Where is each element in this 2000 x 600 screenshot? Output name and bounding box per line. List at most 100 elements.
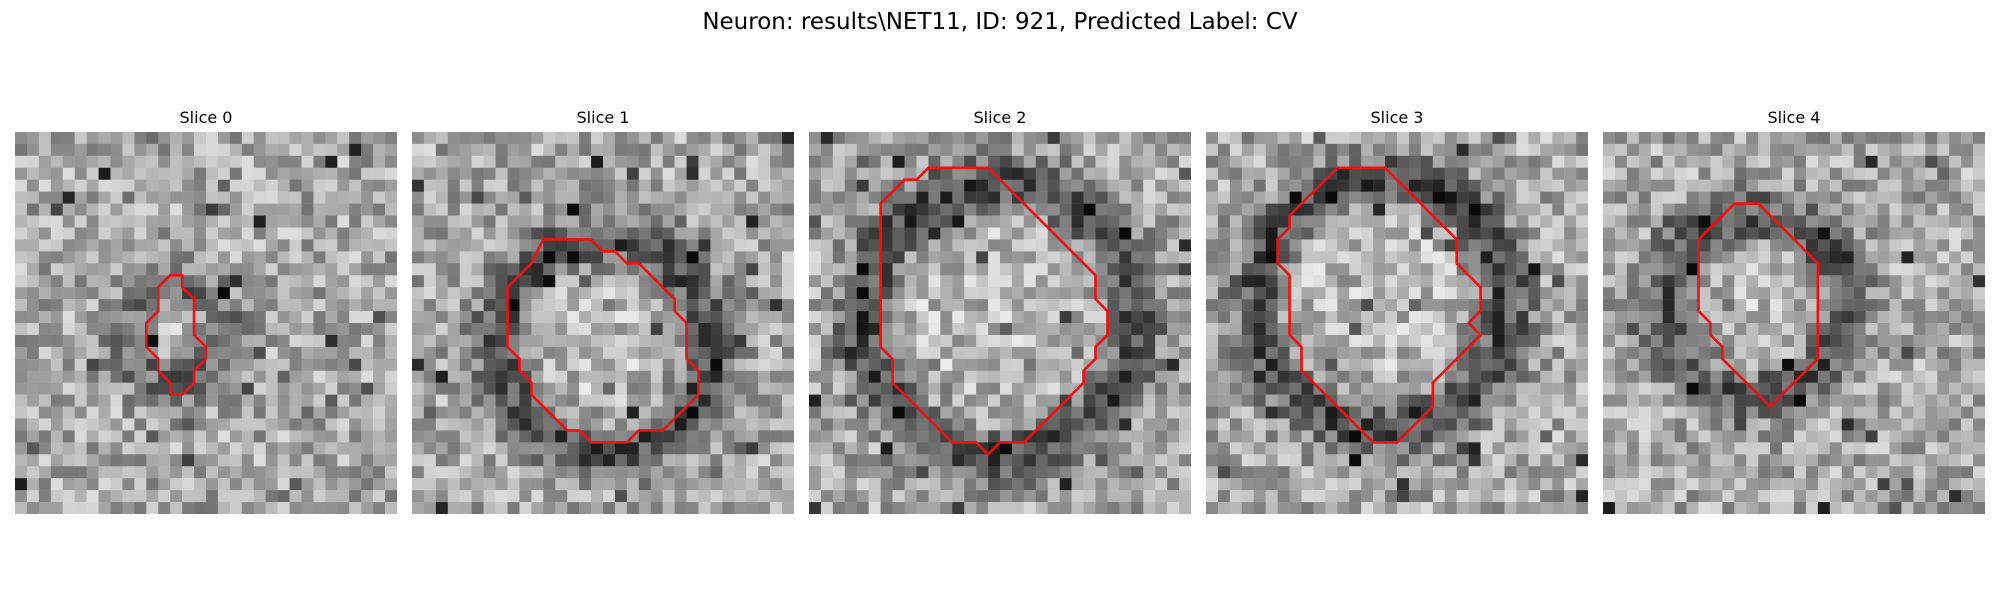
image-pixel xyxy=(964,478,977,491)
image-pixel xyxy=(1805,299,1819,312)
image-pixel xyxy=(15,167,28,180)
image-pixel xyxy=(98,143,111,157)
image-pixel xyxy=(1829,227,1842,240)
image-pixel xyxy=(567,155,580,169)
image-pixel xyxy=(1540,430,1553,443)
image-pixel xyxy=(1155,502,1168,514)
image-pixel xyxy=(337,143,350,157)
image-pixel xyxy=(50,323,63,336)
image-pixel xyxy=(1337,167,1350,180)
image-pixel xyxy=(1492,346,1505,360)
image-pixel xyxy=(734,370,747,383)
image-pixel xyxy=(662,346,675,360)
image-pixel xyxy=(844,179,857,192)
image-pixel xyxy=(1253,227,1266,240)
image-pixel xyxy=(86,203,99,216)
image-pixel xyxy=(1313,346,1326,360)
image-pixel xyxy=(686,490,699,503)
image-pixel xyxy=(277,430,290,443)
image-pixel xyxy=(591,227,604,240)
image-pixel xyxy=(86,406,99,419)
image-pixel xyxy=(1552,418,1565,431)
image-pixel xyxy=(1805,394,1819,407)
image-pixel xyxy=(1373,478,1386,491)
image-pixel xyxy=(265,346,278,360)
image-pixel xyxy=(217,478,231,491)
image-pixel xyxy=(86,502,99,514)
image-pixel xyxy=(1011,215,1025,228)
image-pixel xyxy=(1373,406,1386,419)
image-pixel xyxy=(1361,323,1374,336)
image-pixel xyxy=(952,502,965,514)
image-pixel xyxy=(1576,430,1588,443)
image-pixel xyxy=(1047,179,1060,192)
image-pixel xyxy=(1217,203,1231,216)
image-pixel xyxy=(1349,370,1362,383)
image-pixel xyxy=(1035,346,1048,360)
image-pixel xyxy=(1817,370,1831,383)
image-pixel xyxy=(373,466,386,479)
image-pixel xyxy=(435,299,449,312)
image-pixel xyxy=(710,382,723,395)
image-pixel xyxy=(1662,430,1675,443)
image-pixel xyxy=(940,251,953,264)
image-pixel xyxy=(734,382,747,395)
image-pixel xyxy=(146,143,159,157)
image-pixel xyxy=(1913,143,1926,157)
image-pixel xyxy=(1361,251,1374,264)
image-pixel xyxy=(964,346,977,360)
image-pixel xyxy=(1444,418,1457,431)
image-pixel xyxy=(1817,394,1831,407)
image-pixel xyxy=(26,382,40,395)
image-pixel xyxy=(385,143,397,157)
image-pixel xyxy=(603,275,616,288)
image-pixel xyxy=(1373,191,1386,204)
image-pixel xyxy=(1000,430,1013,443)
image-pixel xyxy=(1179,394,1191,407)
image-pixel xyxy=(110,275,123,288)
image-pixel xyxy=(1083,275,1096,288)
image-pixel xyxy=(1131,346,1144,360)
image-pixel xyxy=(543,454,556,467)
image-pixel xyxy=(1229,334,1243,348)
image-pixel xyxy=(495,418,508,431)
image-pixel xyxy=(976,251,989,264)
image-pixel xyxy=(38,382,52,395)
image-pixel xyxy=(325,502,338,514)
image-pixel xyxy=(1925,323,1938,336)
image-pixel xyxy=(1000,203,1013,216)
image-pixel xyxy=(1504,394,1517,407)
image-pixel xyxy=(1552,430,1565,443)
image-pixel xyxy=(1480,167,1493,180)
image-pixel xyxy=(1698,155,1711,169)
image-pixel xyxy=(447,215,460,228)
image-pixel xyxy=(1782,287,1795,300)
image-pixel xyxy=(567,466,580,479)
image-pixel xyxy=(1131,490,1144,503)
image-pixel xyxy=(952,466,965,479)
image-pixel xyxy=(1059,502,1072,514)
image-pixel xyxy=(253,143,266,157)
image-pixel xyxy=(1877,406,1890,419)
image-pixel xyxy=(555,227,568,240)
image-pixel xyxy=(1083,323,1096,336)
image-pixel xyxy=(650,239,663,252)
image-pixel xyxy=(1071,143,1084,157)
image-pixel xyxy=(1155,143,1168,157)
image-pixel xyxy=(98,394,111,407)
image-pixel xyxy=(626,143,640,157)
image-pixel xyxy=(856,466,869,479)
image-pixel xyxy=(507,430,520,443)
image-pixel xyxy=(1301,263,1314,276)
image-pixel xyxy=(1265,287,1278,300)
image-pixel xyxy=(674,191,687,204)
image-pixel xyxy=(194,299,207,312)
image-pixel xyxy=(832,203,846,216)
image-pixel xyxy=(722,215,735,228)
image-pixel xyxy=(1889,132,1902,145)
image-pixel xyxy=(1143,478,1156,491)
image-pixel xyxy=(519,358,532,371)
image-pixel xyxy=(856,179,869,192)
image-pixel xyxy=(1829,191,1842,204)
image-pixel xyxy=(373,251,386,264)
